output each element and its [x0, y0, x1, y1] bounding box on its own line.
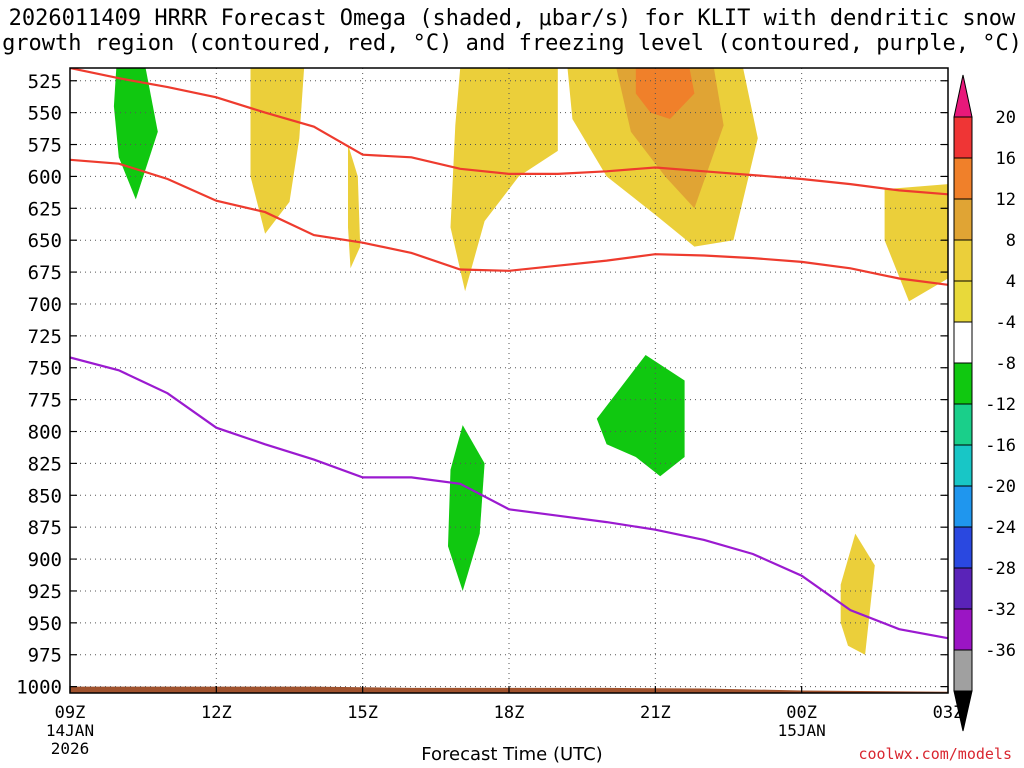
omega-region-9 [616, 68, 724, 209]
colorbar-swatch-11 [953, 567, 973, 610]
colorbar-swatch-3 [953, 239, 973, 282]
omega-region-12 [235, 399, 378, 645]
y-tick-label-800: 800 [28, 422, 62, 444]
colorbar-swatch-12 [953, 608, 973, 651]
x-tick-label-27: 03Z [933, 703, 964, 723]
chart-title-line-1: 2026011409 HRRR Forecast Omega (shaded, … [8, 6, 1016, 31]
colorbar-swatch-13 [953, 649, 973, 692]
colorbar-swatch-6 [953, 362, 973, 405]
x-tick-label-21: 21Z [640, 703, 671, 723]
omega-region-5 [260, 99, 270, 164]
colorbar-swatch-2 [953, 198, 973, 241]
y-tick-label-650: 650 [28, 230, 62, 252]
x-tick-label-12: 12Z [201, 703, 232, 723]
colorbar-label-0: 20 [996, 108, 1016, 128]
x-axis-title: Forecast Time (UTC) [421, 744, 603, 765]
x-tick-year-9: 2026 [51, 739, 90, 758]
colorbar-swatch-9 [953, 485, 973, 528]
colorbar-swatch-4 [953, 280, 973, 323]
y-tick-label-750: 750 [28, 358, 62, 380]
colorbar-label-5: -4 [996, 313, 1016, 333]
x-tick-label-9: 09Z [55, 703, 86, 723]
colorbar-swatch-1 [953, 157, 973, 200]
chart-title: 2026011409 HRRR Forecast Omega (shaded, … [0, 6, 1024, 56]
y-tick-label-575: 575 [28, 135, 62, 157]
omega-region-18 [840, 533, 875, 655]
y-tick-label-550: 550 [28, 103, 62, 125]
y-tick-label-700: 700 [28, 294, 62, 316]
y-tick-label-775: 775 [28, 390, 62, 412]
y-tick-label-875: 875 [28, 517, 62, 539]
dendritic-upper-contour [70, 68, 948, 196]
colorbar-top-arrow [953, 74, 973, 118]
x-tick-sublabel-24: 15JAN [778, 721, 826, 740]
x-tick-sublabel-9: 14JAN [46, 721, 94, 740]
colorbar-bottom-arrow [953, 690, 973, 732]
y-tick-label-1000: 1000 [16, 677, 62, 699]
omega-region-17 [99, 565, 158, 664]
x-tick-label-15: 15Z [347, 703, 378, 723]
freezing-level-contour [70, 356, 948, 640]
colorbar-label-1: 16 [996, 149, 1016, 169]
y-tick-label-675: 675 [28, 262, 62, 284]
y-tick-label-975: 975 [28, 645, 62, 667]
x-tick-label-24: 00Z [786, 703, 817, 723]
x-tick-label-18: 18Z [494, 703, 525, 723]
y-tick-label-925: 925 [28, 581, 62, 603]
omega-region-6 [348, 144, 361, 269]
y-tick-label-725: 725 [28, 326, 62, 348]
y-tick-label-525: 525 [28, 71, 62, 93]
y-tick-label-625: 625 [28, 198, 62, 220]
colorbar-label-4: 4 [1006, 272, 1016, 292]
colorbar-swatch-7 [953, 403, 973, 446]
y-tick-label-950: 950 [28, 613, 62, 635]
omega-region-16 [596, 355, 685, 477]
colorbar-label-10: -24 [985, 518, 1016, 538]
chart-title-line-2: growth region (contoured, red, °C) and f… [2, 31, 1022, 56]
colorbar-swatch-5 [953, 321, 973, 364]
colorbar-label-12: -32 [985, 600, 1016, 620]
colorbar-label-9: -20 [985, 477, 1016, 497]
colorbar-label-8: -16 [985, 436, 1016, 456]
dendritic-lower-contour [70, 158, 948, 286]
credit-text: coolwx.com/models [858, 745, 1012, 763]
y-tick-label-600: 600 [28, 166, 62, 188]
colorbar-swatch-8 [953, 444, 973, 487]
colorbar-label-7: -12 [985, 395, 1016, 415]
colorbar-label-3: 8 [1006, 231, 1016, 251]
omega-region-14 [448, 425, 485, 591]
colorbar-label-2: 12 [996, 190, 1016, 210]
colorbar-label-6: -8 [996, 354, 1016, 374]
colorbar-swatch-10 [953, 526, 973, 569]
y-tick-label-900: 900 [28, 549, 62, 571]
colorbar-label-11: -28 [985, 559, 1016, 579]
y-tick-label-850: 850 [28, 485, 62, 507]
omega-region-3 [206, 246, 219, 343]
y-tick-label-825: 825 [28, 453, 62, 475]
colorbar-swatch-0 [953, 116, 973, 159]
omega-region-7 [450, 68, 558, 292]
plot-area [70, 68, 948, 693]
colorbar-label-13: -36 [985, 641, 1016, 661]
